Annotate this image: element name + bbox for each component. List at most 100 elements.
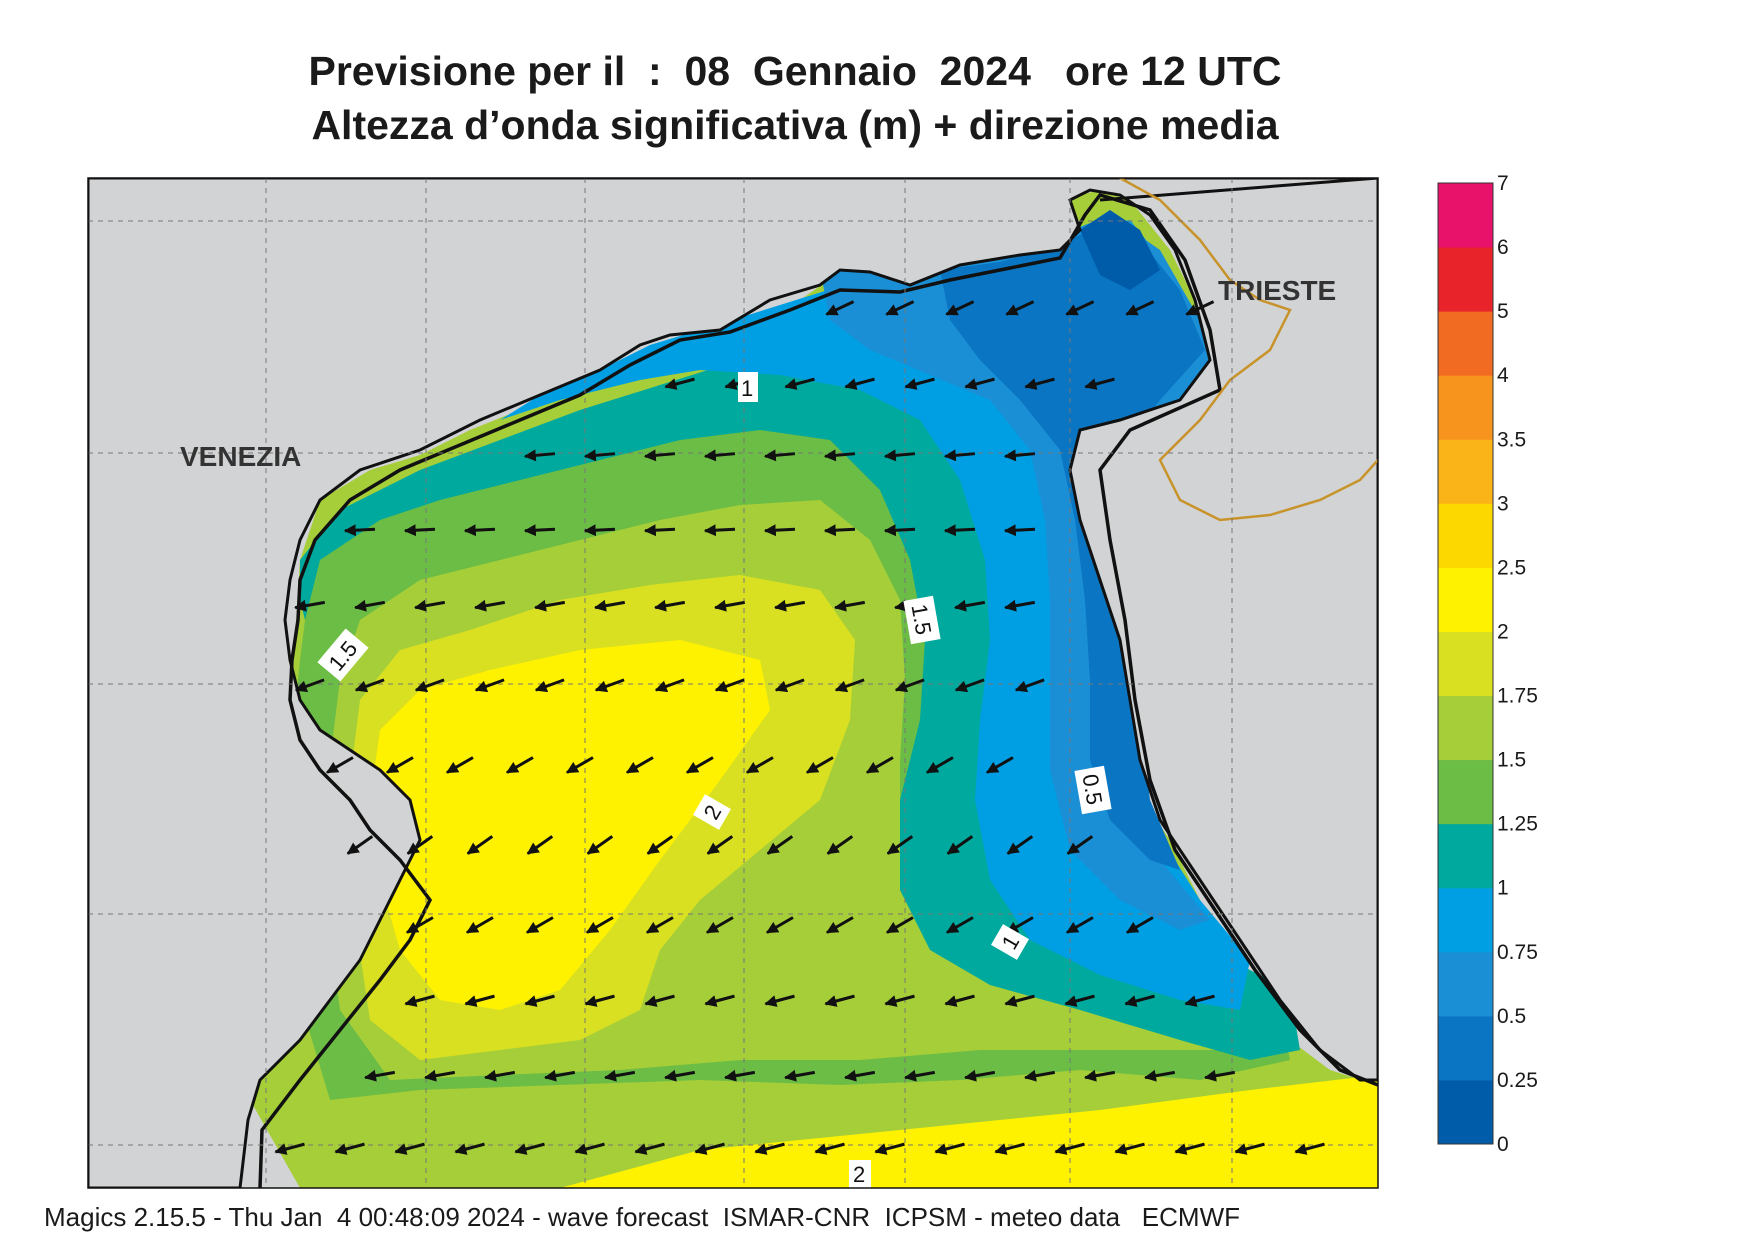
direction-arrow xyxy=(805,756,834,774)
direction-arrow xyxy=(784,377,815,390)
colorbar-label: 1.75 xyxy=(1497,685,1538,708)
direction-arrow xyxy=(1066,835,1094,855)
direction-arrow xyxy=(534,678,565,693)
direction-arrow xyxy=(523,524,556,537)
direction-arrow xyxy=(523,449,556,462)
coastline xyxy=(258,192,1378,1188)
direction-arrow xyxy=(994,1142,1025,1155)
direction-arrow xyxy=(406,835,434,855)
direction-arrow xyxy=(985,756,1014,774)
colorbar-label: 1 xyxy=(1497,877,1509,900)
direction-arrow xyxy=(1184,994,1215,1007)
direction-arrow xyxy=(583,449,616,462)
direction-arrow xyxy=(534,599,566,612)
direction-arrow xyxy=(685,756,714,774)
direction-arrow xyxy=(414,678,445,693)
direction-arrow xyxy=(694,1142,725,1155)
colorbar-label: 3.5 xyxy=(1497,428,1526,451)
contour-label-0-5: 0.5 xyxy=(1077,772,1107,806)
direction-arrow xyxy=(824,994,855,1007)
colorbar-segment xyxy=(1438,567,1493,632)
colorbar-label: 4 xyxy=(1497,364,1509,387)
direction-arrows xyxy=(274,300,1325,1155)
direction-arrow xyxy=(945,916,974,934)
direction-arrow xyxy=(643,524,676,537)
direction-arrow xyxy=(943,524,976,537)
colorbar-segment xyxy=(1438,183,1493,248)
city-label-trieste: TRIESTE xyxy=(1218,275,1336,306)
direction-arrow xyxy=(334,1142,365,1155)
direction-arrow xyxy=(754,1142,785,1155)
direction-arrow xyxy=(944,994,975,1007)
direction-arrow xyxy=(1006,835,1034,855)
direction-arrow xyxy=(404,994,435,1007)
colorbar-label: 2.5 xyxy=(1497,556,1526,579)
direction-arrow xyxy=(1234,1142,1265,1155)
direction-arrow xyxy=(414,599,446,612)
direction-arrow xyxy=(464,994,495,1007)
colorbar-label: 1.5 xyxy=(1497,749,1526,772)
direction-arrow xyxy=(946,835,974,855)
direction-arrow xyxy=(885,300,915,316)
colorbar-label: 0 xyxy=(1497,1133,1509,1156)
direction-arrow xyxy=(823,449,856,462)
map-frame xyxy=(87,177,1379,1189)
direction-arrow xyxy=(704,994,735,1007)
direction-arrow xyxy=(565,756,594,774)
direction-arrow xyxy=(294,678,325,693)
colorbar-label: 5 xyxy=(1497,300,1509,323)
direction-arrow xyxy=(643,449,676,462)
direction-arrow xyxy=(1125,916,1154,934)
direction-arrow xyxy=(886,835,914,855)
direction-arrow xyxy=(714,599,746,612)
direction-arrow xyxy=(1204,1069,1236,1082)
city-label-venezia: VENEZIA xyxy=(180,441,301,472)
direction-arrow xyxy=(954,678,985,693)
title-line-1: Previsione per il : 08 Gennaio 2024 ore … xyxy=(308,48,1282,94)
direction-arrow xyxy=(294,599,326,612)
direction-arrow xyxy=(865,756,894,774)
direction-arrow xyxy=(823,524,856,537)
direction-arrow xyxy=(654,678,685,693)
direction-arrow xyxy=(766,835,794,855)
direction-arrow xyxy=(625,756,654,774)
direction-arrow xyxy=(584,994,615,1007)
colorbar-segment xyxy=(1438,1079,1493,1145)
colorbar-segment xyxy=(1438,951,1493,1017)
colorbar-segment xyxy=(1438,695,1493,761)
direction-arrow xyxy=(894,678,925,693)
direction-arrow xyxy=(825,916,854,934)
direction-arrow xyxy=(445,756,474,774)
direction-arrow xyxy=(826,835,854,855)
colorbar-frame xyxy=(1437,182,1494,1145)
direction-arrow xyxy=(925,756,954,774)
colorbar-segment xyxy=(1438,375,1493,440)
direction-arrow xyxy=(526,835,554,855)
direction-arrow xyxy=(634,1142,665,1155)
contour-label-1-5-east: 1.5 xyxy=(906,602,936,636)
direction-arrow xyxy=(354,678,385,693)
contour-label-2-south: 2 xyxy=(853,1162,865,1187)
direction-arrow xyxy=(646,835,674,855)
footer-credits: Magics 2.15.5 - Thu Jan 4 00:48:09 2024 … xyxy=(44,1202,1240,1232)
direction-arrow xyxy=(1185,300,1215,316)
colorbar-segment xyxy=(1438,631,1493,697)
direction-arrow xyxy=(703,524,736,537)
direction-arrow xyxy=(525,916,554,934)
direction-arrow xyxy=(964,377,995,390)
direction-arrow xyxy=(645,916,674,934)
direction-arrow xyxy=(664,1069,696,1082)
direction-arrow xyxy=(1024,377,1055,390)
direction-arrow xyxy=(844,377,875,390)
direction-arrow xyxy=(354,599,386,612)
colorbar-label: 3 xyxy=(1497,492,1509,515)
contour-labels: 1 1.5 1.5 2 0.5 1 2 xyxy=(317,372,1112,1188)
map-area: 1 1.5 1.5 2 0.5 1 2 xyxy=(88,178,1378,1188)
direction-arrow xyxy=(904,377,935,390)
colorbar-segment xyxy=(1438,439,1493,504)
direction-arrow xyxy=(1003,449,1036,462)
direction-arrow xyxy=(544,1069,576,1082)
direction-arrow xyxy=(763,449,796,462)
direction-arrow xyxy=(474,678,505,693)
direction-arrow xyxy=(465,916,494,934)
